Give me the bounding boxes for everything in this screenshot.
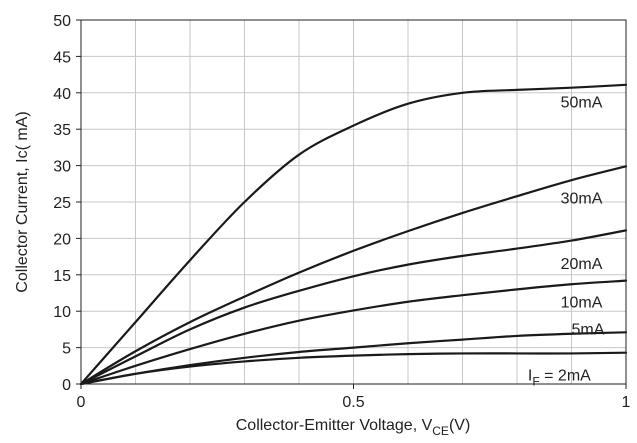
series-label: 10mA — [561, 295, 603, 312]
x-axis-label: Collector-Emitter Voltage, VCE(V) — [236, 417, 471, 438]
y-tick-label: 40 — [53, 86, 71, 103]
series-label: 50mA — [561, 95, 603, 112]
series-label: 30mA — [561, 191, 603, 208]
y-tick-label: 5 — [62, 341, 71, 358]
y-tick-label: 0 — [62, 377, 71, 394]
y-axis-ticks: 0 5 10 15 20 25 30 35 40 45 50 — [53, 13, 81, 394]
x-tick-label: 1 — [622, 394, 631, 411]
x-tick-label: 0 — [77, 394, 86, 411]
y-tick-label: 50 — [53, 13, 71, 30]
y-tick-label: 10 — [53, 304, 71, 321]
series-line-i-f-2ma — [79, 351, 628, 386]
series-line-10ma — [79, 279, 628, 386]
series-label: 5mA — [572, 322, 605, 339]
y-tick-label: 35 — [53, 122, 71, 139]
series-line-20ma — [79, 229, 628, 386]
y-tick-label: 30 — [53, 159, 71, 176]
x-axis-label-subscript: CE — [432, 424, 449, 438]
y-tick-label: 25 — [53, 195, 71, 212]
series-line-50ma — [79, 83, 628, 386]
x-axis-label-main: Collector-Emitter Voltage, V — [236, 417, 433, 434]
y-tick-label: 20 — [53, 231, 71, 248]
x-tick-label: 0.5 — [342, 394, 364, 411]
x-axis-label-suffix: (V) — [449, 417, 470, 434]
series-label: IF = 2mA — [528, 368, 591, 389]
y-tick-label: 15 — [53, 268, 71, 285]
series-labels: 50mA 30mA 20mA 10mA 5mA IF = 2mA — [528, 95, 605, 389]
y-tick-label: 45 — [53, 49, 71, 66]
y-axis-label: Collector Current, Ic( mA) — [14, 111, 31, 292]
x-axis-ticks: 0 0.5 1 — [77, 384, 631, 411]
series-line-30ma — [79, 165, 628, 386]
series-label: 20mA — [561, 256, 603, 273]
series-lines — [79, 83, 628, 386]
